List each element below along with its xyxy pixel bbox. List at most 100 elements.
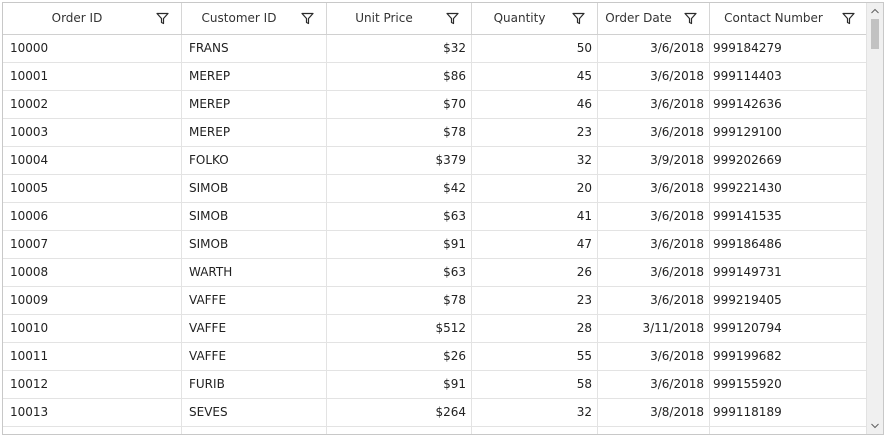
table-row[interactable]: 10009 VAFFE $78 23 3/6/2018 999219405 <box>3 287 867 315</box>
cell-quantity[interactable]: 55 <box>472 343 598 370</box>
cell-order-date[interactable]: 3/6/2018 <box>598 119 710 146</box>
cell-customer-id[interactable] <box>182 427 327 434</box>
cell-quantity[interactable]: 41 <box>472 203 598 230</box>
cell-contact-number[interactable] <box>710 427 867 434</box>
cell-unit-price[interactable]: $26 <box>327 343 472 370</box>
cell-order-id[interactable]: 10013 <box>3 399 182 426</box>
cell-unit-price[interactable]: $78 <box>327 287 472 314</box>
filter-icon[interactable] <box>572 12 585 25</box>
table-row[interactable]: 10005 SIMOB $42 20 3/6/2018 999221430 <box>3 175 867 203</box>
cell-order-id[interactable]: 10005 <box>3 175 182 202</box>
cell-contact-number[interactable]: 999114403 <box>713 69 782 83</box>
cell-customer-id[interactable]: FURIB <box>182 371 327 398</box>
cell-customer-id[interactable]: SIMOB <box>182 175 327 202</box>
table-row[interactable]: 10011 VAFFE $26 55 3/6/2018 999199682 <box>3 343 867 371</box>
table-row[interactable]: 10008 WARTH $63 26 3/6/2018 999149731 <box>3 259 867 287</box>
cell-quantity[interactable]: 50 <box>472 35 598 62</box>
filter-icon[interactable] <box>684 12 697 25</box>
cell-order-id[interactable]: 10011 <box>3 343 182 370</box>
filter-icon[interactable] <box>301 12 314 25</box>
cell-unit-price[interactable]: $70 <box>327 91 472 118</box>
table-row[interactable]: 10001 MEREP $86 45 3/6/2018 999114403 <box>3 63 867 91</box>
column-header-unit-price[interactable]: Unit Price <box>327 3 472 34</box>
cell-quantity[interactable]: 58 <box>472 371 598 398</box>
cell-unit-price[interactable]: $86 <box>327 63 472 90</box>
cell-quantity[interactable]: 28 <box>472 315 598 342</box>
cell-quantity[interactable]: 32 <box>472 147 598 174</box>
cell-order-id[interactable]: 10010 <box>3 315 182 342</box>
cell-customer-id[interactable]: MEREP <box>182 119 327 146</box>
cell-contact-number[interactable]: 999142636 <box>713 97 782 111</box>
cell-order-date[interactable]: 3/6/2018 <box>598 231 710 258</box>
cell-unit-price[interactable]: $32 <box>327 35 472 62</box>
table-row[interactable]: 10004 FOLKO $379 32 3/9/2018 999202669 <box>3 147 867 175</box>
cell-customer-id[interactable]: MEREP <box>182 63 327 90</box>
cell-order-id[interactable]: 10000 <box>3 35 182 62</box>
filter-icon[interactable] <box>156 12 169 25</box>
cell-customer-id[interactable]: WARTH <box>182 259 327 286</box>
cell-unit-price[interactable]: $512 <box>327 315 472 342</box>
cell-order-date[interactable]: 3/6/2018 <box>598 287 710 314</box>
cell-order-id[interactable]: 10006 <box>3 203 182 230</box>
cell-order-date[interactable]: 3/6/2018 <box>598 203 710 230</box>
cell-quantity[interactable]: 32 <box>472 399 598 426</box>
cell-unit-price[interactable]: $42 <box>327 175 472 202</box>
cell-unit-price[interactable]: $91 <box>327 231 472 258</box>
cell-unit-price[interactable]: $91 <box>327 371 472 398</box>
cell-order-id[interactable]: 10009 <box>3 287 182 314</box>
cell-contact-number[interactable]: 999149731 <box>713 265 782 279</box>
cell-quantity[interactable]: 20 <box>472 175 598 202</box>
cell-customer-id[interactable]: MEREP <box>182 91 327 118</box>
cell-customer-id[interactable]: SEVES <box>182 399 327 426</box>
cell-quantity[interactable]: 47 <box>472 231 598 258</box>
cell-order-id[interactable]: 10014 <box>3 427 182 434</box>
scroll-down-arrow-icon[interactable] <box>867 418 883 433</box>
cell-order-date[interactable]: 3/6/2018 <box>598 175 710 202</box>
scrollbar-thumb[interactable] <box>871 19 879 49</box>
table-row[interactable]: 10013 SEVES $264 32 3/8/2018 999118189 <box>3 399 867 427</box>
column-header-quantity[interactable]: Quantity <box>472 3 598 34</box>
table-row[interactable]: 10003 MEREP $78 23 3/6/2018 999129100 <box>3 119 867 147</box>
cell-order-date[interactable]: 3/11/2018 <box>598 315 710 342</box>
cell-order-id[interactable]: 10001 <box>3 63 182 90</box>
cell-customer-id[interactable]: VAFFE <box>182 343 327 370</box>
cell-order-date[interactable]: 3/6/2018 <box>598 343 710 370</box>
cell-quantity[interactable]: 23 <box>472 287 598 314</box>
cell-quantity[interactable]: 23 <box>472 119 598 146</box>
cell-unit-price[interactable]: $264 <box>327 399 472 426</box>
cell-contact-number[interactable]: 999155920 <box>713 377 782 391</box>
table-row[interactable]: 10000 FRANS $32 50 3/6/2018 999184279 <box>3 35 867 63</box>
cell-contact-number[interactable]: 999221430 <box>713 181 782 195</box>
cell-order-date[interactable]: 3/6/2018 <box>598 63 710 90</box>
cell-unit-price[interactable]: $63 <box>327 203 472 230</box>
vertical-scrollbar[interactable] <box>866 3 883 434</box>
cell-customer-id[interactable]: SIMOB <box>182 203 327 230</box>
cell-quantity[interactable]: 45 <box>472 63 598 90</box>
cell-customer-id[interactable]: VAFFE <box>182 287 327 314</box>
table-row[interactable]: 10010 VAFFE $512 28 3/11/2018 999120794 <box>3 315 867 343</box>
cell-contact-number[interactable]: 999120794 <box>713 321 782 335</box>
cell-order-date[interactable]: 3/6/2018 <box>598 259 710 286</box>
table-row[interactable]: 10012 FURIB $91 58 3/6/2018 999155920 <box>3 371 867 399</box>
cell-unit-price[interactable]: $78 <box>327 119 472 146</box>
cell-quantity[interactable]: 26 <box>472 259 598 286</box>
cell-contact-number[interactable]: 999118189 <box>713 405 782 419</box>
cell-quantity[interactable]: 46 <box>472 91 598 118</box>
column-header-order-date[interactable]: Order Date <box>598 3 710 34</box>
cell-unit-price[interactable]: $63 <box>327 259 472 286</box>
table-row[interactable]: 10002 MEREP $70 46 3/6/2018 999142636 <box>3 91 867 119</box>
column-header-order-id[interactable]: Order ID <box>3 3 182 34</box>
filter-icon[interactable] <box>446 12 459 25</box>
cell-order-date[interactable]: 3/6/2018 <box>598 35 710 62</box>
cell-contact-number[interactable]: 999129100 <box>713 125 782 139</box>
cell-contact-number[interactable]: 999184279 <box>713 41 782 55</box>
cell-unit-price[interactable] <box>327 427 472 434</box>
cell-order-id[interactable]: 10004 <box>3 147 182 174</box>
cell-order-date[interactable]: 3/6/2018 <box>598 91 710 118</box>
cell-unit-price[interactable]: $379 <box>327 147 472 174</box>
scroll-up-arrow-icon[interactable] <box>867 4 883 19</box>
cell-contact-number[interactable]: 999202669 <box>713 153 782 167</box>
table-row[interactable]: 10007 SIMOB $91 47 3/6/2018 999186486 <box>3 231 867 259</box>
cell-order-date[interactable]: 3/8/2018 <box>598 399 710 426</box>
